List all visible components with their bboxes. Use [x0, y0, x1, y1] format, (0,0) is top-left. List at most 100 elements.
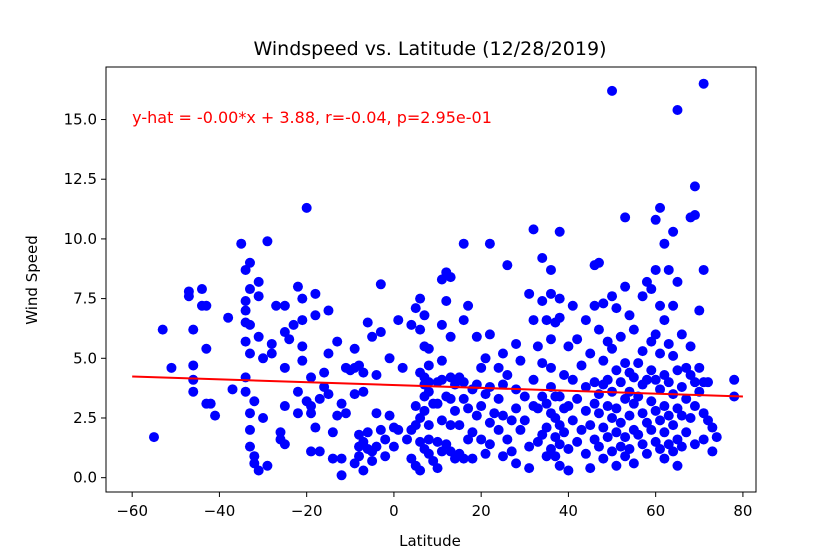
data-point [354, 451, 365, 462]
data-point [676, 410, 687, 421]
data-point [650, 374, 661, 385]
data-point [358, 386, 369, 397]
data-point [598, 422, 609, 433]
data-point [707, 422, 718, 433]
data-point [585, 420, 596, 431]
data-point [672, 460, 683, 471]
data-point [227, 384, 238, 395]
data-point [201, 343, 212, 354]
data-point [349, 458, 360, 469]
regression-line [132, 375, 743, 398]
data-point [620, 432, 631, 443]
data-point [384, 353, 395, 364]
data-point [188, 374, 199, 385]
data-point [358, 465, 369, 476]
data-point [672, 403, 683, 414]
data-point [567, 415, 578, 426]
data-point [524, 288, 535, 299]
data-point [567, 300, 578, 311]
data-point [554, 460, 565, 471]
data-point [292, 386, 303, 397]
data-point [458, 238, 469, 249]
data-point [615, 331, 626, 342]
data-point [375, 424, 386, 435]
data-point [306, 446, 317, 457]
data-point [476, 401, 487, 412]
data-point [532, 341, 543, 352]
data-point [620, 393, 631, 404]
y-tick-label: 2.5 [73, 409, 97, 427]
data-point [598, 355, 609, 366]
data-point [306, 372, 317, 383]
data-point [476, 434, 487, 445]
data-point [698, 264, 709, 275]
data-point [537, 295, 548, 306]
y-tick-label: 15.0 [64, 111, 97, 129]
data-point [253, 331, 264, 342]
data-point [314, 393, 325, 404]
data-point [585, 348, 596, 359]
data-point [545, 264, 556, 275]
data-point [410, 303, 421, 314]
data-point [489, 408, 500, 419]
data-point [349, 389, 360, 400]
data-point [445, 393, 456, 404]
data-point [589, 300, 600, 311]
data-point [367, 455, 378, 466]
data-point [615, 377, 626, 388]
data-point [210, 410, 221, 421]
y-axis-title: Wind Speed [23, 235, 41, 325]
x-tick-label: −60 [116, 502, 148, 520]
data-point [244, 441, 255, 452]
data-point [519, 391, 530, 402]
data-point [445, 372, 456, 383]
data-point [354, 429, 365, 440]
x-tick-label: −20 [291, 502, 323, 520]
data-point [497, 410, 508, 421]
data-point [646, 365, 657, 376]
data-point [419, 310, 430, 321]
data-point [253, 276, 264, 287]
data-point [637, 346, 648, 357]
data-point [397, 362, 408, 373]
data-point [445, 446, 456, 457]
data-point [545, 288, 556, 299]
data-point [406, 319, 417, 330]
data-point [188, 386, 199, 397]
data-point [607, 412, 618, 423]
data-point [689, 181, 700, 192]
points-layer [148, 78, 740, 481]
data-point [620, 281, 631, 292]
data-point [480, 448, 491, 459]
data-point [554, 293, 565, 304]
data-point [380, 451, 391, 462]
data-point [327, 453, 338, 464]
data-point [593, 441, 604, 452]
data-point [288, 319, 299, 330]
data-point [655, 300, 666, 311]
data-point [349, 343, 360, 354]
data-point [545, 444, 556, 455]
data-point [593, 257, 604, 268]
data-point [611, 365, 622, 376]
data-point [275, 427, 286, 438]
x-tick-label: 0 [389, 502, 399, 520]
data-point [375, 327, 386, 338]
data-point [681, 393, 692, 404]
x-tick-label: −40 [204, 502, 236, 520]
data-point [292, 281, 303, 292]
data-point [655, 202, 666, 213]
data-point [292, 408, 303, 419]
data-point [559, 427, 570, 438]
data-point [244, 319, 255, 330]
data-point [223, 312, 234, 323]
data-point [563, 341, 574, 352]
data-point [436, 319, 447, 330]
data-point [545, 362, 556, 373]
data-point [336, 470, 347, 481]
data-point [650, 329, 661, 340]
data-point [297, 355, 308, 366]
data-point [419, 405, 430, 416]
data-point [196, 284, 207, 295]
data-point [436, 374, 447, 385]
